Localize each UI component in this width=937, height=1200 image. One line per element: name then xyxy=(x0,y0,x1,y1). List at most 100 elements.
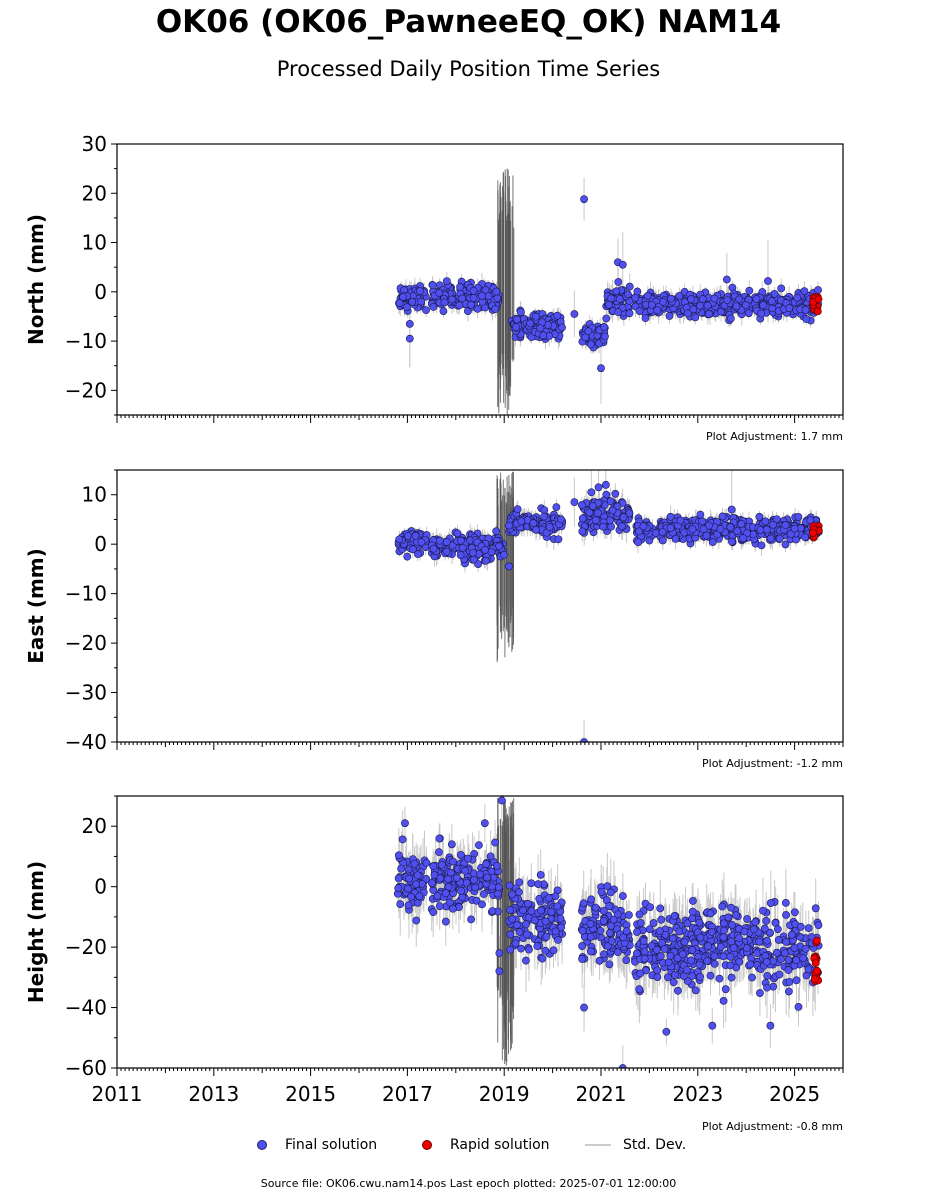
final-point xyxy=(775,534,784,543)
final-point xyxy=(517,517,526,526)
final-point xyxy=(666,512,675,521)
final-point xyxy=(687,295,695,304)
final-point xyxy=(487,548,496,556)
final-point xyxy=(769,520,778,529)
final-point xyxy=(413,550,422,559)
final-point xyxy=(442,547,451,556)
final-point xyxy=(602,314,611,323)
final-point xyxy=(737,520,746,528)
final-point xyxy=(766,534,775,543)
final-point xyxy=(408,297,417,306)
final-point xyxy=(492,527,501,536)
y-tick-label: 0 xyxy=(94,280,107,304)
final-point xyxy=(435,536,444,545)
final-point xyxy=(429,544,438,553)
final-point xyxy=(405,319,414,328)
final-point xyxy=(545,523,554,531)
final-point xyxy=(641,314,650,323)
final-point xyxy=(625,509,634,518)
final-point xyxy=(403,552,412,561)
final-point xyxy=(553,311,562,320)
final-point xyxy=(554,535,563,544)
final-point xyxy=(727,505,736,514)
final-point xyxy=(403,303,411,312)
final-point xyxy=(435,289,444,297)
final-point xyxy=(691,313,700,322)
final-point xyxy=(647,300,656,309)
final-point xyxy=(529,519,538,528)
final-point xyxy=(781,540,790,549)
final-point xyxy=(428,281,437,290)
final-point xyxy=(500,550,508,559)
final-point xyxy=(492,287,501,296)
final-point xyxy=(505,521,513,530)
final-point xyxy=(612,287,621,296)
y-tick-label: 0 xyxy=(94,532,107,556)
final-point xyxy=(767,297,776,306)
final-point xyxy=(722,275,731,284)
final-point xyxy=(705,310,713,318)
final-point xyxy=(718,512,727,521)
final-point xyxy=(716,525,725,533)
final-point xyxy=(557,515,565,524)
final-point xyxy=(607,294,615,303)
y-tick-label: 30 xyxy=(82,132,107,156)
y-tick-label: 10 xyxy=(82,231,107,255)
final-point xyxy=(634,538,642,547)
y-tick-label: −30 xyxy=(65,681,107,705)
final-point xyxy=(710,294,719,303)
final-point xyxy=(405,334,414,343)
final-point xyxy=(666,524,675,532)
final-point xyxy=(635,307,644,315)
y-tick-label: −20 xyxy=(65,378,107,402)
final-point xyxy=(605,300,613,309)
final-point xyxy=(726,314,735,323)
height-plot-area xyxy=(393,796,823,1068)
final-point xyxy=(801,533,809,542)
final-point xyxy=(675,291,684,300)
final-point xyxy=(618,260,627,269)
final-point xyxy=(752,295,761,303)
final-point xyxy=(468,548,477,557)
final-point xyxy=(658,536,667,545)
final-point xyxy=(698,295,707,303)
final-point xyxy=(417,538,426,546)
final-point xyxy=(757,309,766,318)
final-point xyxy=(493,294,502,303)
final-point xyxy=(732,302,741,311)
north-frame xyxy=(116,143,844,416)
rapid-point xyxy=(814,295,823,304)
y-tick-label: 10 xyxy=(82,483,107,507)
final-point xyxy=(739,534,748,543)
final-point xyxy=(429,303,438,311)
final-point xyxy=(580,738,588,742)
final-point xyxy=(761,517,770,526)
final-point xyxy=(532,312,540,321)
final-point xyxy=(526,319,535,328)
north-ylabel: North (mm) xyxy=(24,214,48,345)
final-point xyxy=(728,537,736,546)
final-point xyxy=(623,290,632,299)
final-point xyxy=(442,277,451,285)
final-point xyxy=(755,512,764,521)
final-point xyxy=(723,296,732,305)
east-plot-adjustment: Plot Adjustment: -1.2 mm xyxy=(702,757,843,770)
chart-title: OK06 (OK06_PawneeEQ_OK) NAM14 xyxy=(155,4,782,40)
final-point xyxy=(600,323,609,331)
final-point xyxy=(671,534,680,543)
east-ylabel: East (mm) xyxy=(24,548,48,664)
north-panel: −20 −10 0 10 20 30 North (mm) Plot Adjustment: … xyxy=(24,132,844,443)
final-point xyxy=(606,516,614,525)
rapid-point xyxy=(813,307,822,316)
final-point xyxy=(558,323,566,332)
final-point xyxy=(708,538,717,547)
final-point xyxy=(440,298,449,307)
final-point xyxy=(455,301,464,310)
final-point xyxy=(416,287,424,295)
final-point xyxy=(651,529,660,537)
final-point xyxy=(696,510,705,519)
final-point xyxy=(659,297,668,306)
final-point xyxy=(478,291,486,300)
y-tick-label: −40 xyxy=(65,730,107,754)
final-point xyxy=(586,340,595,349)
